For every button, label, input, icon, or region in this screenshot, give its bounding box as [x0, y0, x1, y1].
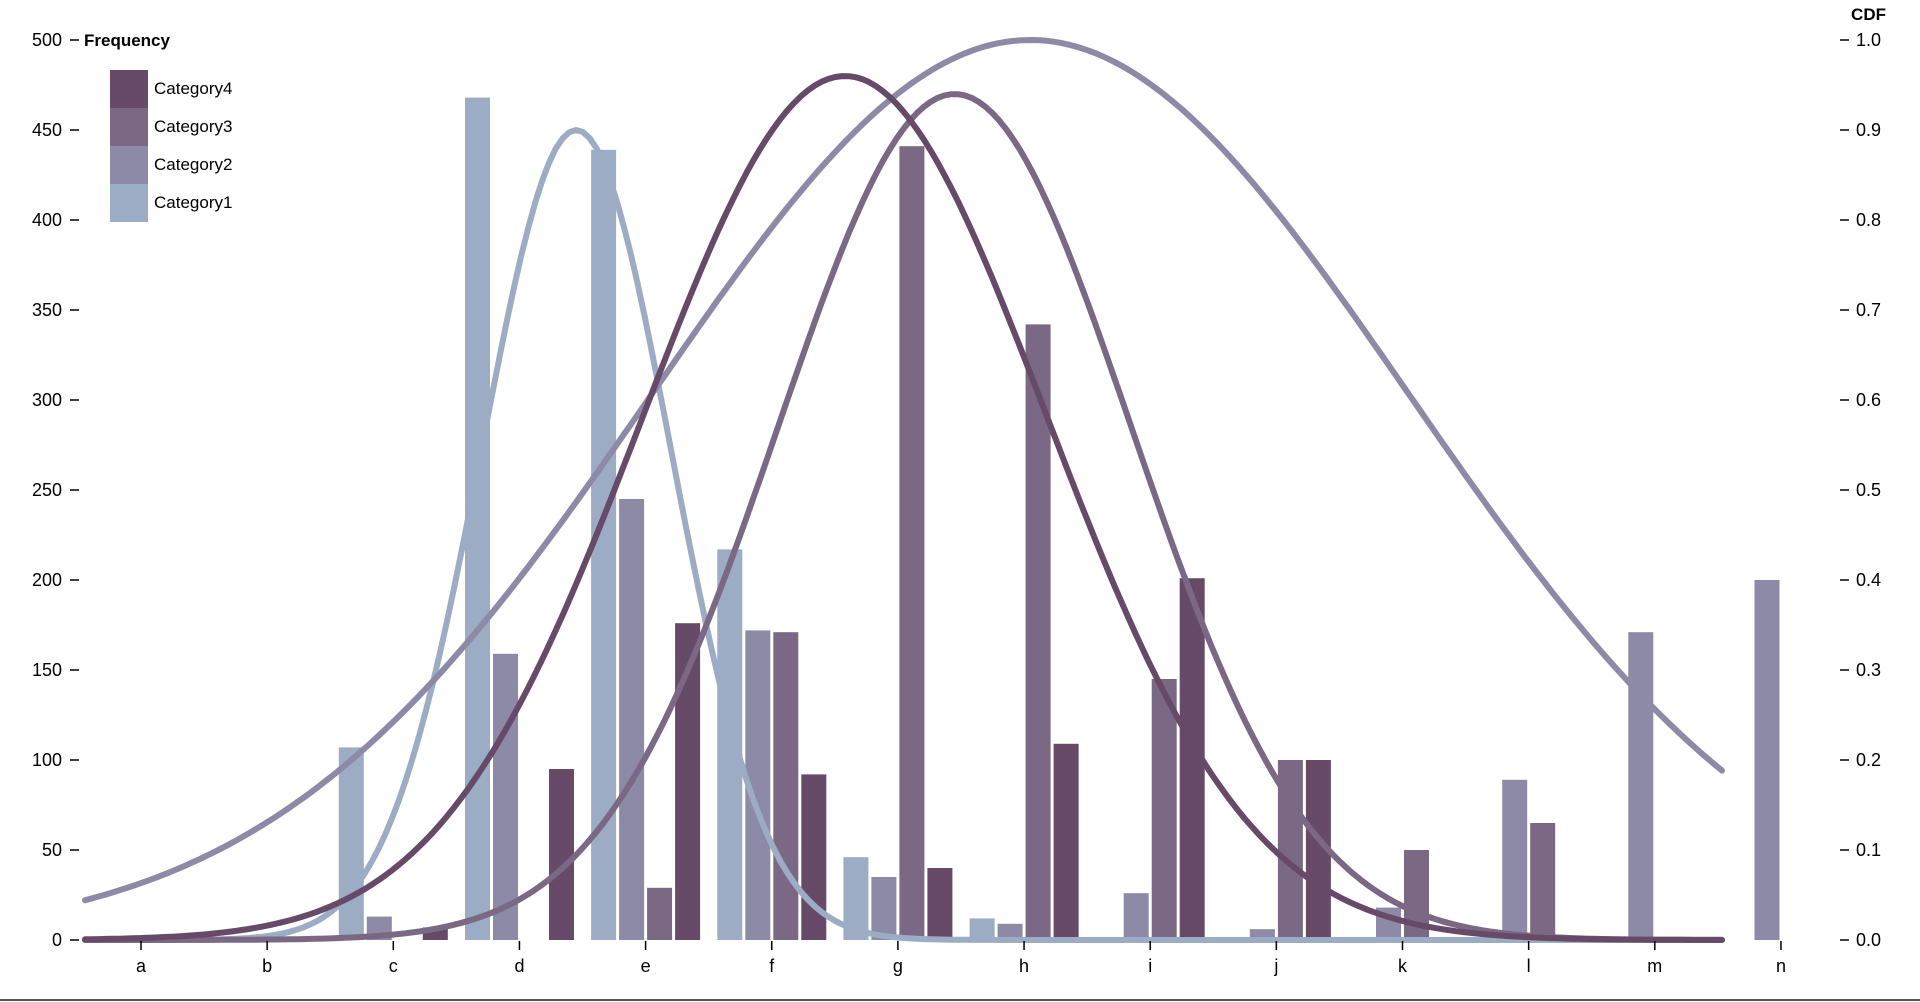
y-tick-label: 0: [52, 930, 62, 950]
bar-category3-h: [1025, 324, 1051, 940]
legend-swatch-category3: [110, 108, 148, 146]
bar-category2-i: [1123, 893, 1149, 940]
bar-category1-h: [969, 918, 995, 940]
legend-swatch-category1: [110, 184, 148, 222]
y2-tick-label: 0.0: [1856, 930, 1881, 950]
y2-tick-label: 0.4: [1856, 570, 1881, 590]
legend-label-category3: Category3: [154, 117, 232, 136]
bar-category4-h: [1053, 743, 1079, 940]
y-tick-label: 200: [32, 570, 62, 590]
bar-category2-l: [1502, 779, 1528, 940]
bar-category2-j: [1249, 929, 1275, 940]
bar-category3-f: [773, 632, 799, 940]
legend-label-category4: Category4: [154, 79, 232, 98]
y-tick-label: 500: [32, 30, 62, 50]
x-tick-label-f: f: [769, 956, 775, 976]
y2-tick-label: 0.3: [1856, 660, 1881, 680]
x-tick-label-i: i: [1148, 956, 1152, 976]
y-tick-label: 150: [32, 660, 62, 680]
x-tick-label-g: g: [893, 956, 903, 976]
y2-tick-label: 0.1: [1856, 840, 1881, 860]
y-tick-label: 350: [32, 300, 62, 320]
bars-layer: [338, 97, 1780, 941]
x-axis: a b c d e f g h i j k l m n: [136, 941, 1786, 976]
x-tick-label-h: h: [1019, 956, 1029, 976]
x-tick-label-d: d: [514, 956, 524, 976]
right-axis: 0.0 0.1 0.2 0.3 0.4 0.5 0.6 0.7 0.8 0.9 1.0: [1840, 30, 1881, 950]
y2-tick-label: 0.9: [1856, 120, 1881, 140]
legend-label-category2: Category2: [154, 155, 232, 174]
x-tick-label-a: a: [136, 956, 147, 976]
x-tick-label-k: k: [1398, 956, 1408, 976]
bar-category1-c: [338, 747, 364, 940]
y-axis-title: Frequency: [84, 31, 171, 50]
cdf-curve-category2: [82, 37, 1725, 904]
bar-category3-e: [647, 887, 673, 940]
x-tick-label-n: n: [1776, 956, 1786, 976]
x-tick-label-m: m: [1647, 956, 1662, 976]
cdf-curves-layer: [82, 37, 1725, 943]
x-tick-label-j: j: [1273, 956, 1278, 976]
legend-swatch-category2: [110, 146, 148, 184]
bar-category2-n: [1754, 580, 1780, 940]
x-tick-label-e: e: [641, 956, 651, 976]
y2-tick-label: 0.7: [1856, 300, 1881, 320]
bar-category2-m: [1628, 632, 1654, 940]
bar-category2-g: [871, 877, 897, 940]
y2-axis-title: CDF: [1851, 5, 1886, 24]
bar-category2-h: [997, 923, 1023, 940]
y-tick-label: 450: [32, 120, 62, 140]
bar-category2-d: [493, 653, 518, 940]
x-tick-label-c: c: [389, 956, 398, 976]
y2-tick-label: 0.6: [1856, 390, 1881, 410]
bar-category3-l: [1530, 823, 1556, 940]
y-tick-label: 300: [32, 390, 62, 410]
y-tick-label: 100: [32, 750, 62, 770]
bar-category2-e: [619, 499, 645, 940]
bar-category4-d: [549, 769, 574, 940]
cdf-curve-category3: [82, 91, 1725, 943]
cdf-curve-category1: [82, 127, 1725, 943]
y-tick-label: 50: [42, 840, 62, 860]
legend-label-category1: Category1: [154, 193, 232, 212]
legend: Category4 Category3 Category2 Category1: [110, 70, 232, 222]
y2-tick-label: 0.8: [1856, 210, 1881, 230]
y2-tick-label: 0.5: [1856, 480, 1881, 500]
bar-category3-g: [899, 146, 925, 940]
left-axis: 0 50 100 150 200 250 300 350 400 450 500: [32, 30, 79, 950]
y-tick-label: 250: [32, 480, 62, 500]
x-tick-label-b: b: [262, 956, 272, 976]
y2-tick-label: 1.0: [1856, 30, 1881, 50]
x-tick-label-l: l: [1527, 956, 1531, 976]
legend-swatch-category4: [110, 70, 148, 108]
y-tick-label: 400: [32, 210, 62, 230]
bar-category3-i: [1151, 679, 1177, 940]
bar-category4-g: [927, 868, 953, 940]
y2-tick-label: 0.2: [1856, 750, 1881, 770]
cdf-curve-category4: [82, 73, 1725, 943]
